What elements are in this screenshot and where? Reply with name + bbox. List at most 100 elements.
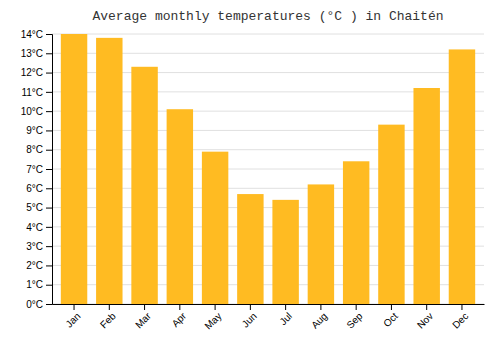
y-tick-label: 7°C xyxy=(26,164,43,175)
y-tick-label: 6°C xyxy=(26,183,43,194)
y-tick-mark xyxy=(46,150,52,151)
bar xyxy=(308,184,334,304)
x-tick-mark xyxy=(179,304,180,310)
bar xyxy=(96,38,122,304)
y-tick-label: 10°C xyxy=(21,106,43,117)
x-tick-label: Jun xyxy=(240,310,259,329)
bar xyxy=(202,152,228,304)
y-tick-mark xyxy=(46,208,52,209)
y-tick: 14°C xyxy=(21,29,52,40)
y-tick: 5°C xyxy=(26,202,52,213)
x-tick: Jul xyxy=(277,304,294,327)
x-tick: Aug xyxy=(309,304,329,331)
x-axis-line xyxy=(53,304,485,305)
grid-line xyxy=(52,34,484,35)
bar xyxy=(272,200,298,304)
x-tick-label: Nov xyxy=(415,310,435,330)
y-tick-label: 13°C xyxy=(21,48,43,59)
grid xyxy=(52,34,484,304)
bar xyxy=(413,88,439,304)
x-tick: Jan xyxy=(63,304,82,330)
x-tick: Apr xyxy=(170,304,189,329)
y-tick-mark xyxy=(46,265,52,266)
y-tick: 3°C xyxy=(26,241,52,252)
y-tick-mark xyxy=(46,34,52,35)
x-tick-mark xyxy=(215,304,216,310)
bar xyxy=(237,194,263,304)
x-tick-mark xyxy=(250,304,251,310)
y-tick: 2°C xyxy=(26,260,52,271)
x-tick-mark xyxy=(356,304,357,310)
y-tick-mark xyxy=(46,285,52,286)
x-tick: Oct xyxy=(381,304,400,329)
y-tick-mark xyxy=(46,130,52,131)
x-tick: Dec xyxy=(450,304,470,331)
plot: 0°C 1°C 2°C 3°C 4°C 5°C 6°C 7°C 8°C 9°C 10°C 11°C 12… xyxy=(21,29,485,332)
y-tick-mark xyxy=(46,246,52,247)
x-tick-mark xyxy=(74,304,75,310)
y-tick-mark xyxy=(46,73,52,74)
bars xyxy=(61,34,475,304)
y-tick-label: 0°C xyxy=(26,299,43,310)
y-axis-line xyxy=(46,35,53,305)
y-tick-label: 2°C xyxy=(26,260,43,271)
y-tick-mark xyxy=(46,188,52,189)
x-tick-label: Sep xyxy=(344,310,365,331)
x-tick-label: Oct xyxy=(381,310,400,329)
y-tick: 4°C xyxy=(26,222,52,233)
x-tick-label: May xyxy=(202,310,223,331)
x-tick-label: Mar xyxy=(133,310,153,330)
y-tick: 6°C xyxy=(26,183,52,194)
x-tick-label: Feb xyxy=(98,310,118,330)
x-tick-mark xyxy=(391,304,392,310)
bar xyxy=(449,49,475,304)
x-axis: Jan Feb Mar Apr May Jun Jul Aug Sep Oct Nov Dec xyxy=(53,304,485,332)
y-tick-label: 11°C xyxy=(21,87,43,98)
bar xyxy=(343,161,369,304)
x-tick-mark xyxy=(144,304,145,310)
y-tick-label: 8°C xyxy=(26,144,43,155)
x-tick: Sep xyxy=(344,304,365,331)
x-tick-mark xyxy=(109,304,110,310)
y-tick-mark xyxy=(46,53,52,54)
x-tick-label: Aug xyxy=(309,310,329,330)
y-tick-mark xyxy=(46,304,52,305)
bar xyxy=(167,109,193,304)
y-tick-label: 9°C xyxy=(26,125,43,136)
x-tick: Mar xyxy=(133,304,153,330)
y-tick: 10°C xyxy=(21,106,52,117)
y-tick: 11°C xyxy=(21,87,52,98)
chart: 0°C 1°C 2°C 3°C 4°C 5°C 6°C 7°C 8°C 9°C 10°C 11°C 12… xyxy=(0,0,500,350)
x-tick-mark xyxy=(320,304,321,310)
x-tick: May xyxy=(202,304,223,332)
y-tick-label: 5°C xyxy=(26,202,43,213)
y-tick-label: 1°C xyxy=(26,279,43,290)
y-tick-mark xyxy=(46,92,52,93)
x-tick: Feb xyxy=(98,304,118,330)
y-tick: 8°C xyxy=(26,144,52,155)
bar xyxy=(61,34,87,304)
y-tick-label: 14°C xyxy=(21,29,43,40)
y-tick-label: 4°C xyxy=(26,222,43,233)
x-tick-label: Apr xyxy=(170,310,189,329)
y-tick-mark xyxy=(46,227,52,228)
y-tick: 7°C xyxy=(26,164,52,175)
y-tick-label: 3°C xyxy=(26,241,43,252)
x-tick-mark xyxy=(461,304,462,310)
x-tick: Jun xyxy=(240,304,259,330)
bar xyxy=(131,67,157,304)
y-axis: 0°C 1°C 2°C 3°C 4°C 5°C 6°C 7°C 8°C 9°C 10°C 11°C 12… xyxy=(21,29,53,310)
y-tick: 1°C xyxy=(26,279,52,290)
y-tick-label: 12°C xyxy=(21,67,43,78)
y-tick: 9°C xyxy=(26,125,52,136)
y-tick: 13°C xyxy=(21,48,52,59)
x-tick-mark xyxy=(285,304,286,310)
x-tick-label: Jan xyxy=(63,310,82,329)
x-tick: Nov xyxy=(415,304,435,331)
x-tick-label: Dec xyxy=(450,310,470,330)
bar xyxy=(378,125,404,304)
y-tick: 12°C xyxy=(21,67,52,78)
title: Average monthly temperatures (°C ) in Ch… xyxy=(92,9,443,24)
y-tick-mark xyxy=(46,111,52,112)
x-tick-mark xyxy=(426,304,427,310)
